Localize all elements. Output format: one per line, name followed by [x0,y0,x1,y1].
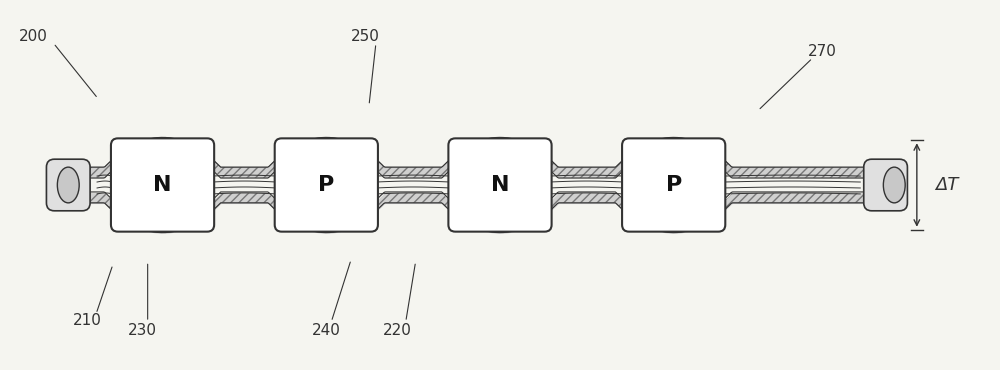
Text: 240: 240 [311,323,340,339]
Text: P: P [666,175,682,195]
FancyBboxPatch shape [111,138,214,232]
Text: 210: 210 [73,313,102,329]
Text: 250: 250 [351,28,380,44]
Ellipse shape [883,167,905,203]
Ellipse shape [57,167,79,203]
FancyBboxPatch shape [864,159,907,211]
Text: P: P [318,175,334,195]
Text: N: N [491,175,509,195]
Text: 200: 200 [19,28,48,44]
Text: N: N [153,175,172,195]
FancyBboxPatch shape [448,138,552,232]
Text: 220: 220 [383,323,412,339]
FancyBboxPatch shape [275,138,378,232]
Text: ΔT: ΔT [935,176,958,194]
FancyBboxPatch shape [622,138,725,232]
Text: 270: 270 [808,44,837,58]
FancyBboxPatch shape [46,159,90,211]
Text: 230: 230 [128,323,157,339]
